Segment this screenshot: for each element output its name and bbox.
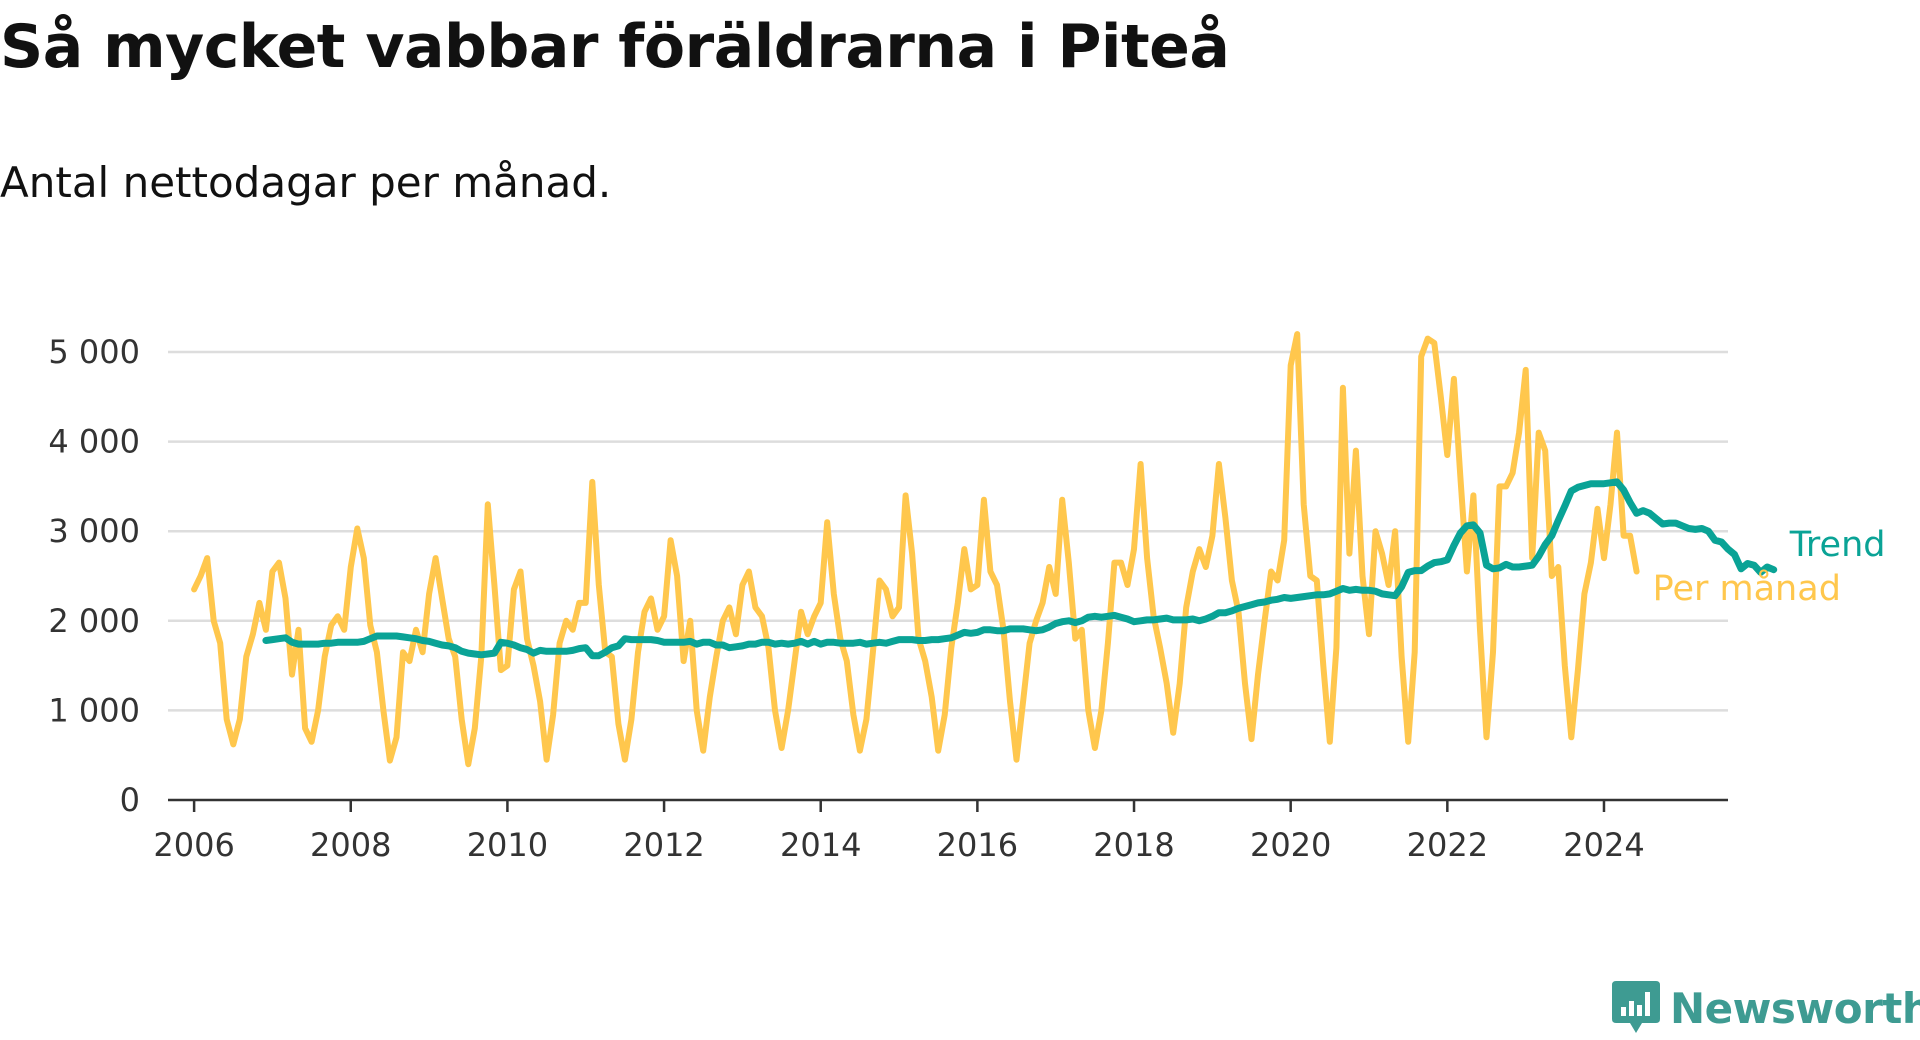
x-tick-label: 2016 [937,826,1018,864]
x-tick-label: 2006 [153,826,234,864]
series-layer [191,331,1778,768]
series-line-trend [262,478,1778,660]
x-tick-label: 2018 [1093,826,1174,864]
y-axis-ticks: 0 1 000 2 000 3 000 4 000 5 000 [48,333,140,819]
y-tick-label: 5 000 [48,333,140,371]
y-tick-label: 2 000 [48,602,140,640]
x-tick-label: 2024 [1563,826,1644,864]
x-axis-ticks: 2006 2008 2010 2012 2014 2016 2018 2020 2022 2024 [153,800,1645,864]
x-tick-label: 2012 [623,826,704,864]
series-label-trend: Trend [1789,525,1886,565]
x-tick-label: 2014 [780,826,861,864]
newsworthy-logo: Newsworthy [1612,980,1920,1036]
chart-title: Så mycket vabbar föräldrarna i Piteå [0,12,1230,82]
chart-subtitle: Antal nettodagar per månad. [0,158,612,207]
y-tick-label: 3 000 [48,512,140,550]
y-tick-label: 4 000 [48,423,140,461]
x-tick-label: 2010 [467,826,548,864]
x-tick-label: 2008 [310,826,391,864]
series-label-per-manad: Per månad [1653,568,1841,609]
x-tick-label: 2020 [1250,826,1331,864]
series-line-per-manad [191,331,1640,768]
bar-chart-badge-icon [1612,981,1660,1033]
x-tick-label: 2022 [1407,826,1488,864]
y-tick-label: 1 000 [48,691,140,729]
brand-name: Newsworthy [1670,983,1920,1033]
y-tick-label: 0 [120,781,140,819]
